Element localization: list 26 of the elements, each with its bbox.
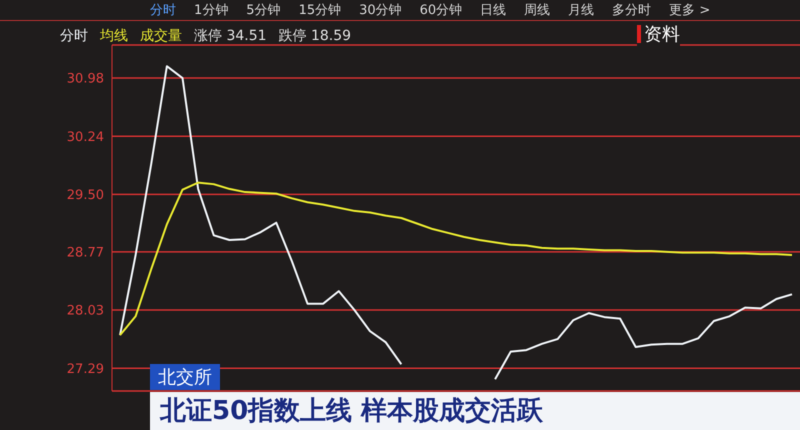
text: 分时 — [60, 27, 88, 45]
text: 分时 — [150, 2, 176, 19]
text: 多分时 — [612, 2, 652, 19]
y-tick-label: 30.98 — [66, 72, 104, 87]
y-tick-label: 28.77 — [66, 245, 104, 260]
text: 成交量 — [140, 27, 182, 45]
y-tick-label: 29.50 — [66, 188, 104, 204]
text: 北证50指数上线 样本股成交活跃 — [160, 395, 544, 428]
text: 跌停 18.59 — [278, 27, 352, 45]
text: 60分钟 — [420, 2, 462, 19]
y-tick-label: 27.29 — [66, 362, 104, 377]
text: 月线 — [568, 2, 594, 19]
text: 周线 — [524, 2, 550, 19]
annotation: 资料 — [644, 23, 680, 46]
text: 30分钟 — [359, 2, 402, 19]
y-tick-label: 28.03 — [66, 304, 104, 319]
text: 15分钟 — [298, 2, 342, 19]
line-series — [119, 182, 793, 336]
text: 1分钟 — [194, 2, 228, 19]
text: 涨停 34.51 — [194, 27, 267, 45]
text: 均线 — [100, 27, 128, 45]
y-tick-label: 30.24 — [66, 130, 104, 145]
text: 更多 > — [669, 2, 710, 19]
text: 北交所 — [150, 364, 220, 390]
text: 日线 — [480, 2, 506, 19]
text: 5分钟 — [246, 2, 281, 19]
